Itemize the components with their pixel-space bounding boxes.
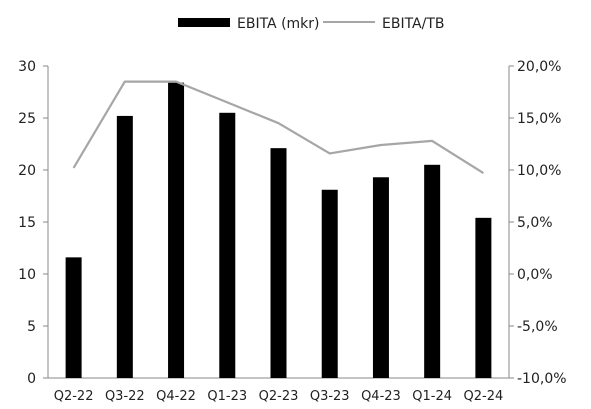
x-tick-label: Q4-23 [361,389,401,404]
y2-tick-label: 15,0% [517,111,561,127]
legend-line-label: EBITA/TB [382,16,445,32]
line-series [72,80,484,175]
legend-bar-label: EBITA (mkr) [237,16,320,32]
bar [475,217,492,378]
x-tick-label: Q1-24 [412,389,452,404]
y-tick-label: 30 [18,59,36,75]
x-tick-label: Q2-23 [259,389,299,404]
y-tick-label: 0 [27,371,36,387]
bar [372,177,389,378]
y2-tick-label: -10,0% [517,371,567,387]
y-tick-label: 5 [27,319,36,335]
bar [321,189,338,378]
x-tick-label: Q2-22 [54,389,94,404]
bar [116,115,133,379]
legend-bar-swatch [178,18,230,27]
bar [424,164,441,378]
x-tick-label: Q1-23 [207,389,247,404]
bar [168,82,185,378]
plot-area: 0 5 10 15 20 25 30 -10,0% -5,0% 0,0% 5,0% 10,0% 15,0… [18,59,566,404]
y2-tick-label: -5,0% [517,319,558,335]
y-tick-label: 20 [18,163,36,179]
bar [219,112,236,379]
x-tick-label: Q3-22 [105,389,145,404]
y2-tick-label: 5,0% [517,215,553,231]
y-tick-label: 25 [18,111,36,127]
x-tick-label: Q3-23 [310,389,350,404]
bar [270,148,287,378]
y-tick-label: 10 [18,267,36,283]
y2-tick-label: 20,0% [517,59,561,75]
x-tick-label: Q4-22 [156,389,196,404]
y-tick-label: 15 [18,215,36,231]
x-tick-label: Q2-24 [464,389,504,404]
y2-tick-label: 10,0% [517,163,561,179]
legend: EBITA (mkr) EBITA/TB [178,16,445,32]
bar [65,257,82,378]
y2-tick-label: 0,0% [517,267,553,283]
